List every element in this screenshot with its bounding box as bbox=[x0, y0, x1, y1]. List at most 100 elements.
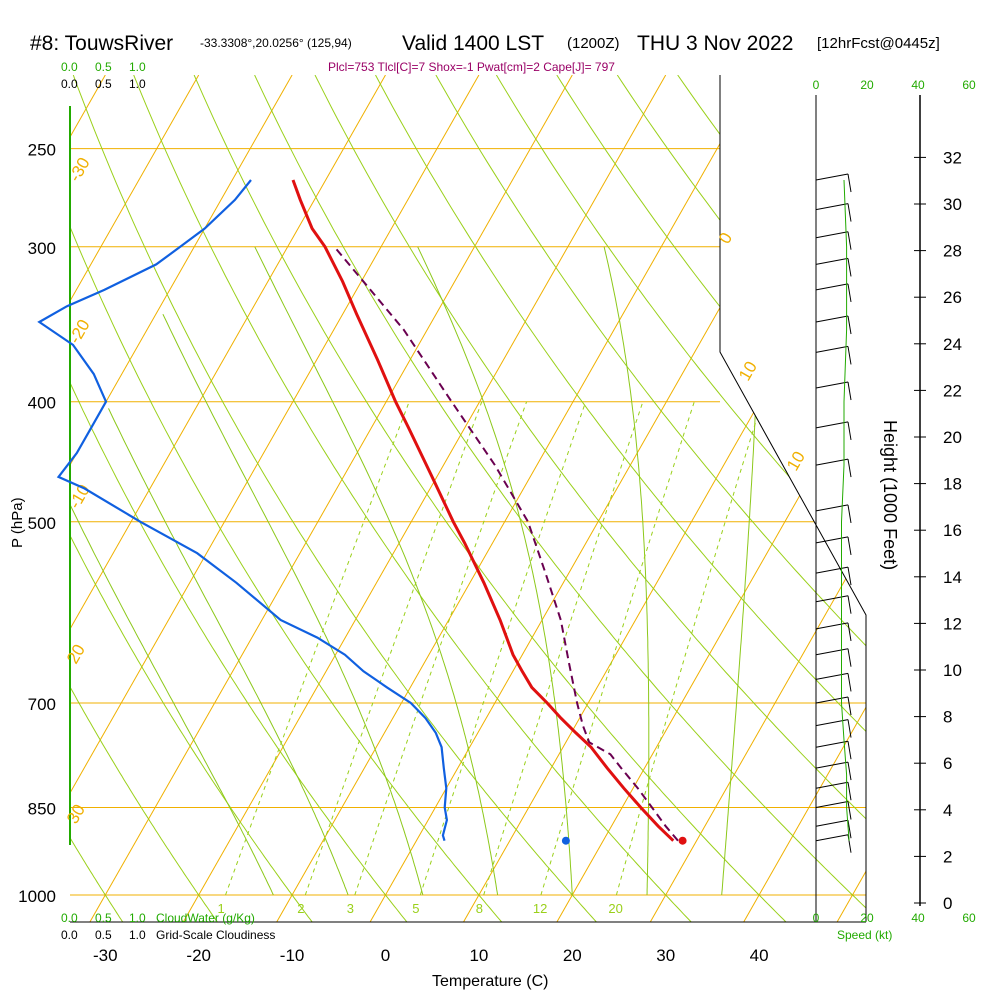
cloudwater-top-0: 0.0 bbox=[61, 60, 78, 74]
valid-date: THU 3 Nov 2022 bbox=[637, 32, 793, 55]
speed-tick-bottom-40: 40 bbox=[911, 911, 925, 925]
height-tick-16: 16 bbox=[943, 521, 962, 540]
height-tick-24: 24 bbox=[943, 335, 962, 354]
wind-barb bbox=[815, 536, 852, 555]
cloudwater-bottom-1: 0.5 bbox=[95, 911, 112, 925]
isotherm--60 bbox=[70, 75, 293, 922]
cloudiness-top-1: 0.5 bbox=[95, 77, 112, 91]
parcel-trace bbox=[333, 246, 679, 842]
mixing-ratio-label-3: 3 bbox=[347, 901, 354, 916]
moist-adiabat-12 bbox=[254, 246, 499, 896]
temp-tick-20: 20 bbox=[563, 946, 582, 965]
wind-barb bbox=[815, 257, 852, 277]
dry-adiabat-70 bbox=[375, 75, 866, 922]
isotherm-10 bbox=[463, 75, 866, 922]
isotherm-label-5: 10 bbox=[783, 448, 809, 474]
moist-adiabat-20 bbox=[417, 246, 573, 896]
mixing-ratio-labels: 1 2 3 5 8 12 20 bbox=[218, 901, 623, 916]
pressure-tick-850: 850 bbox=[28, 800, 56, 819]
cloudwater-label: CloudWater (g/Kg) bbox=[156, 911, 255, 925]
dry-adiabat-50 bbox=[254, 75, 866, 922]
wind-speed-label: Speed (kt) bbox=[837, 928, 892, 942]
isobar-lines bbox=[70, 148, 866, 896]
wind-barb bbox=[815, 231, 852, 250]
wind-barb bbox=[815, 834, 852, 853]
cloudiness-bottom-1: 0.5 bbox=[95, 928, 112, 942]
moist-adiabat-28 bbox=[603, 246, 650, 896]
valid-time: Valid 1400 LST bbox=[402, 32, 544, 55]
wind-barb bbox=[815, 672, 852, 692]
height-axis-label: Height (1000 Feet) bbox=[880, 420, 900, 570]
wind-barb bbox=[815, 648, 852, 667]
speed-tick-bottom-60: 60 bbox=[962, 911, 976, 925]
wind-barb bbox=[815, 781, 852, 801]
cloud-scale-top: 0.0 0.5 1.0 0.0 0.5 1.0 bbox=[61, 60, 146, 91]
cloudwater-top-1: 0.5 bbox=[95, 60, 112, 74]
height-tick-2: 2 bbox=[943, 847, 952, 866]
height-tick-8: 8 bbox=[943, 708, 952, 727]
cloudiness-top-2: 1.0 bbox=[129, 77, 146, 91]
wind-barb bbox=[815, 381, 852, 401]
mixing-ratio-label-5: 5 bbox=[412, 901, 419, 916]
isotherm-label-7: 30 bbox=[63, 801, 89, 827]
mixing-ratio-label-20: 20 bbox=[608, 901, 622, 916]
wind-barb bbox=[815, 566, 852, 586]
isotherm--10 bbox=[276, 75, 760, 922]
mixing-ratio-3 bbox=[354, 401, 528, 896]
dry-adiabat-0 bbox=[70, 75, 408, 922]
temperature-tick-labels: -30 -20 -10 0 10 20 30 40 bbox=[93, 946, 769, 965]
isotherm-lines bbox=[70, 75, 866, 922]
dry-adiabat--30 bbox=[70, 75, 124, 922]
wind-barb bbox=[815, 315, 852, 335]
moist-adiabat--12 bbox=[70, 488, 274, 896]
wind-barb bbox=[815, 504, 852, 523]
speed-tick-top-0: 0 bbox=[813, 78, 820, 92]
wind-speed-ticks-top: 0 20 40 60 bbox=[813, 78, 976, 92]
wind-barb bbox=[815, 696, 852, 716]
pressure-tick-labels: 250 300 400 500 700 850 1000 bbox=[18, 141, 56, 906]
mixing-ratio-2 bbox=[304, 401, 483, 896]
dry-adiabat-10 bbox=[70, 75, 503, 922]
dry-adiabat-60 bbox=[314, 75, 866, 922]
temp-tick-30: 30 bbox=[656, 946, 675, 965]
wind-barb bbox=[815, 421, 852, 440]
dry-adiabat-170 bbox=[980, 75, 1000, 922]
temperature-axis-label: Temperature (C) bbox=[432, 973, 548, 990]
speed-tick-bottom-20: 20 bbox=[860, 911, 874, 925]
isotherm-label-3: 0 bbox=[715, 229, 736, 247]
cloudiness-bottom-0: 0.0 bbox=[61, 928, 78, 942]
surface-dewpoint-marker bbox=[561, 836, 570, 845]
height-tick-22: 22 bbox=[943, 381, 962, 400]
isotherm-label-4: 10 bbox=[735, 358, 761, 384]
height-tick-18: 18 bbox=[943, 475, 962, 494]
cloudwater-bottom-0: 0.0 bbox=[61, 911, 78, 925]
mixing-ratio-label-12: 12 bbox=[533, 901, 547, 916]
dry-adiabat-100 bbox=[556, 75, 866, 922]
dry-adiabat-20 bbox=[72, 75, 597, 922]
wind-barb bbox=[815, 819, 852, 839]
wind-barb bbox=[815, 173, 852, 193]
wind-barb bbox=[815, 801, 852, 820]
temperature-profile bbox=[291, 179, 675, 842]
station-coords: -33.3308°,20.0256° (125,94) bbox=[200, 36, 352, 50]
speed-tick-top-60: 60 bbox=[962, 78, 976, 92]
wind-barb bbox=[815, 740, 852, 760]
wind-barb bbox=[815, 595, 852, 614]
surface-temperature-marker bbox=[678, 836, 687, 845]
moist-adiabat-36 bbox=[721, 246, 761, 896]
wind-barbs bbox=[815, 173, 852, 853]
cloudiness-top-0: 0.0 bbox=[61, 77, 78, 91]
wind-barb bbox=[815, 283, 852, 302]
height-tick-10: 10 bbox=[943, 661, 962, 680]
height-tick-32: 32 bbox=[943, 148, 962, 167]
height-tick-20: 20 bbox=[943, 428, 962, 447]
mixing-ratio-12 bbox=[540, 401, 695, 896]
cloudwater-top-2: 1.0 bbox=[129, 60, 146, 74]
isotherm--70 bbox=[70, 75, 200, 922]
wind-speed-ticks-bottom: 0 20 40 60 bbox=[813, 911, 976, 925]
wind-barb bbox=[815, 719, 852, 738]
height-tick-14: 14 bbox=[943, 568, 962, 587]
moist-adiabat--4 bbox=[108, 408, 349, 896]
